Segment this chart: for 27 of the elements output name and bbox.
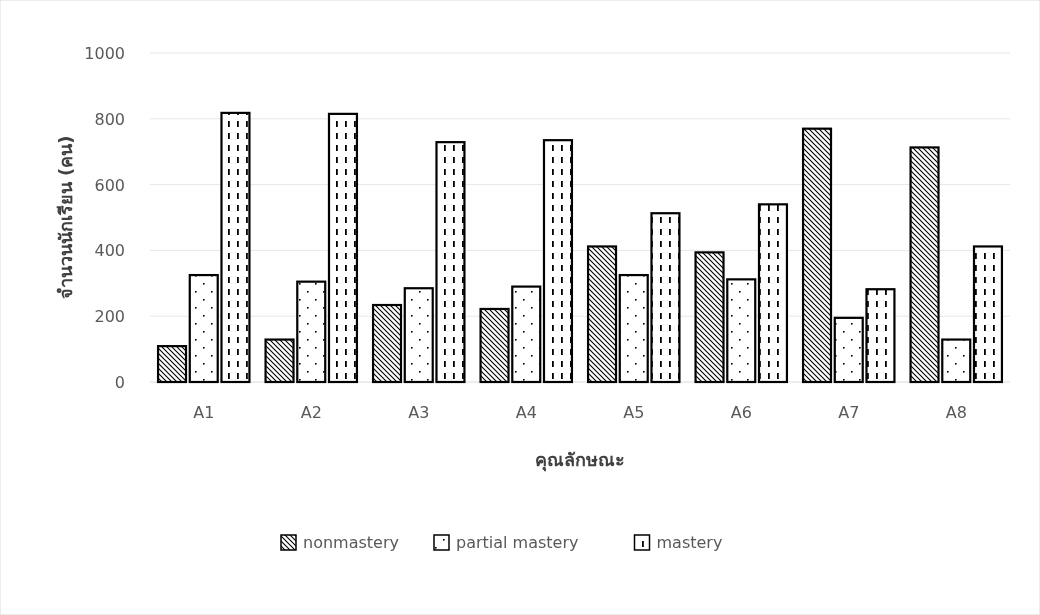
bar — [371, 303, 403, 384]
y-tick-label: 200 — [94, 307, 125, 327]
x-tick-label: A6 — [730, 403, 752, 422]
y-tick-label: 0 — [114, 373, 125, 392]
y-tick-label: 600 — [94, 175, 125, 195]
y-tick-label: 800 — [94, 109, 125, 129]
legend-label: nonmastery — [303, 533, 399, 552]
y-tick-label: 1000 — [84, 44, 125, 63]
legend-label: mastery — [656, 533, 723, 552]
bar — [586, 245, 618, 384]
x-tick-label: A7 — [838, 403, 860, 422]
bar — [801, 127, 833, 384]
x-tick-label: A5 — [623, 403, 645, 422]
bar — [327, 112, 359, 384]
x-tick-label: A4 — [515, 403, 537, 422]
bar — [972, 245, 1004, 384]
legend-label: partial mastery — [456, 533, 579, 552]
x-axis-title: คุณลักษณะ — [535, 449, 625, 472]
bar — [757, 203, 789, 384]
bar — [542, 139, 574, 384]
x-tick-label: A3 — [408, 403, 430, 422]
bar — [156, 345, 188, 384]
x-tick-label: A8 — [945, 403, 967, 422]
x-tick-label: A1 — [193, 403, 215, 422]
y-tick-label: 400 — [94, 241, 125, 261]
y-axis-title: จำนวนนักเรียน (คน) — [55, 135, 76, 300]
x-tick-label: A2 — [300, 403, 322, 422]
